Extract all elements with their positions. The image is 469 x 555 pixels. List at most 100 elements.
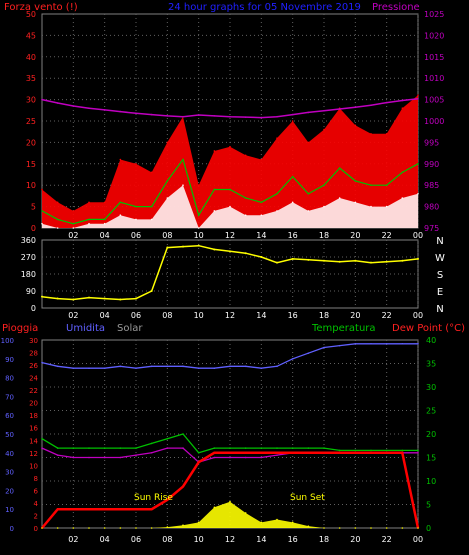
point-rain-2 [72,508,75,511]
point-temperature-0 [41,437,43,440]
point-pressure-17 [307,111,310,114]
humidity-ytick-9: 90 [5,356,14,364]
point-temperature-8 [166,437,169,440]
temp-ytick-4: 20 [426,430,436,439]
wind-xtick-1: 04 [100,231,110,240]
wind-ytick-9: 45 [26,31,36,40]
point-wind-15 [276,210,278,212]
point-temperature-18 [323,447,325,449]
point-dew_point-5 [119,456,122,459]
point-pressure-21 [370,104,372,106]
point-gust-0 [41,188,43,191]
pressure-ytick-4: 995 [424,138,439,147]
compass-label-2: S [437,270,443,281]
dew-point-label: Dew Point (°C) [392,323,465,334]
dir-xtick-6: 14 [256,311,266,320]
wind-ytick-0: 0 [31,224,36,233]
point-humidity-14 [260,367,263,370]
point-rain-12 [229,452,231,454]
point-wind-1 [56,227,59,229]
point-temperature-15 [276,447,278,449]
point-temperature-20 [354,449,357,452]
wind-xtick-8: 18 [319,231,329,240]
wind-xtick-6: 14 [256,231,266,240]
point-wind-4 [103,222,106,225]
wind-ytick-1: 5 [31,203,36,212]
point-avg_wind-17 [307,192,310,195]
point-wind-23 [401,197,404,199]
point-avg_wind-22 [385,184,388,186]
point-pressure-18 [323,109,325,112]
point-dew_point-11 [213,456,216,459]
point-temperature-11 [213,447,216,449]
point-wind-0 [41,222,43,225]
humidity-ytick-7: 70 [5,393,14,401]
point-direction-9 [182,245,184,248]
point-direction-3 [88,296,90,299]
point-gust-14 [260,158,263,161]
compass-label-4: N [436,304,443,315]
point-temperature-5 [119,447,122,449]
point-dew_point-1 [56,454,59,456]
point-humidity-15 [276,365,278,368]
dir-xtick-3: 08 [162,311,172,320]
solar-label: Solar [117,323,143,334]
point-rain-23 [401,452,404,454]
temp-ytick-0: 0 [426,524,431,533]
point-gust-20 [354,124,357,127]
point-wind-21 [370,205,372,208]
point-rain-20 [354,452,357,454]
point-rain-3 [88,508,90,511]
dir-ytick-2: 180 [21,270,36,279]
dir-xtick-9: 20 [350,311,360,320]
point-avg_wind-8 [166,180,169,182]
humidity-ytick-6: 60 [5,412,14,420]
point-humidity-18 [323,346,325,349]
humidity-ytick-0: 0 [10,525,14,533]
point-solar-16 [291,521,294,524]
point-wind-18 [323,205,325,208]
point-direction-15 [276,261,278,264]
point-gust-1 [56,201,59,204]
point-rain-14 [260,452,263,454]
point-temperature-16 [291,447,294,449]
point-solar-20 [354,527,357,529]
point-direction-22 [385,260,388,263]
rain-ytick-9: 18 [29,412,38,420]
point-pressure-5 [119,110,122,113]
pressure-ytick-0: 975 [424,224,439,233]
pressure-ytick-9: 1020 [424,31,444,40]
point-avg_wind-2 [72,222,75,225]
point-avg_wind-15 [276,192,278,195]
chart-marks [41,94,420,529]
point-humidity-11 [213,367,216,370]
humidity-ytick-2: 20 [5,487,14,495]
temp-xtick-4: 10 [194,535,204,544]
temp-xtick-1: 04 [100,535,110,544]
pressure-ytick-6: 1005 [424,96,444,105]
point-solar-3 [88,527,90,529]
point-rain-9 [182,485,184,488]
rain-ytick-3: 6 [34,487,39,495]
point-wind-8 [166,197,169,199]
point-solar-13 [244,512,247,514]
point-direction-16 [291,257,294,260]
point-solar-0 [41,527,43,529]
point-wind-6 [135,218,137,221]
point-wind-16 [291,201,294,204]
point-pressure-8 [166,115,169,117]
wind-ytick-4: 20 [26,138,36,147]
point-temperature-6 [135,447,137,449]
point-temperature-4 [103,447,106,449]
point-rain-4 [103,508,106,511]
rain-ytick-7: 14 [29,437,38,445]
point-direction-21 [370,261,372,264]
point-rain-21 [370,452,372,454]
point-temperature-12 [229,447,231,449]
series-solar-area [42,501,418,528]
point-temperature-10 [197,452,200,454]
dir-ytick-0: 0 [31,304,36,313]
temp-xtick-0: 02 [68,535,78,544]
pressure-ytick-10: 1025 [424,10,444,19]
